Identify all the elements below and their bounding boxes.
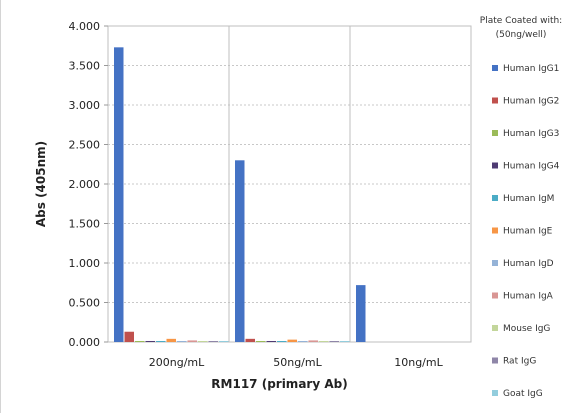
bar xyxy=(329,341,339,342)
bar xyxy=(235,160,245,342)
bar xyxy=(219,341,229,342)
y-tick-label: 0.000 xyxy=(69,336,101,349)
y-tick-label: 3.000 xyxy=(69,99,101,112)
bar xyxy=(256,341,266,342)
bar xyxy=(166,338,176,342)
bar xyxy=(124,331,134,342)
x-tick-label: 200ng/mL xyxy=(149,356,205,369)
legend-swatch xyxy=(492,357,498,364)
legend-swatch xyxy=(492,325,498,331)
legend-label: Human IgG4 xyxy=(503,162,560,172)
legend-swatch xyxy=(492,260,498,266)
bar xyxy=(114,47,124,343)
bar xyxy=(177,341,187,342)
legend-label: Human IgM xyxy=(503,194,554,204)
legend-title: (50ng/well) xyxy=(496,30,547,40)
legend-label: Human IgE xyxy=(503,227,553,237)
y-axis-title: Abs (405nm) xyxy=(34,141,48,227)
legend-label: Mouse IgG xyxy=(503,324,550,334)
bar xyxy=(277,341,287,342)
bar xyxy=(298,341,308,342)
bar xyxy=(245,338,255,342)
bar xyxy=(145,341,155,342)
y-tick-label: 3.500 xyxy=(69,60,101,73)
bar xyxy=(198,341,208,342)
bar xyxy=(156,341,166,342)
legend-label: Human IgG2 xyxy=(503,97,559,107)
legend-swatch xyxy=(492,195,498,201)
bar xyxy=(319,341,329,342)
legend-title: Plate Coated with: xyxy=(480,16,562,26)
x-tick-label: 50ng/mL xyxy=(273,356,322,369)
y-tick-label: 1.000 xyxy=(69,257,101,270)
bar xyxy=(208,341,218,342)
legend-swatch xyxy=(492,97,498,104)
legend-swatch xyxy=(492,227,498,234)
legend-label: Human IgA xyxy=(503,292,554,302)
legend-swatch xyxy=(492,130,498,136)
legend-swatch xyxy=(492,292,498,299)
bar xyxy=(308,340,318,342)
bar xyxy=(356,285,366,342)
y-tick-label: 1.500 xyxy=(69,218,101,231)
y-tick-label: 0.500 xyxy=(69,297,101,310)
legend-swatch xyxy=(492,162,498,169)
bar xyxy=(187,340,197,342)
legend-label: Human IgG3 xyxy=(503,129,559,139)
bar xyxy=(340,341,350,342)
legend-label: Goat IgG xyxy=(503,389,543,399)
legend-swatch xyxy=(492,390,498,396)
y-tick-label: 2.000 xyxy=(69,178,101,191)
y-tick-label: 2.500 xyxy=(69,139,101,152)
x-tick-label: 10ng/mL xyxy=(394,356,443,369)
bar xyxy=(135,341,145,342)
x-axis-title: RM117 (primary Ab) xyxy=(211,377,347,391)
legend-label: Human IgG1 xyxy=(503,64,559,74)
legend-swatch xyxy=(492,65,498,71)
y-tick-label: 4.000 xyxy=(69,20,101,33)
bar xyxy=(287,339,297,342)
legend-label: Human IgD xyxy=(503,259,554,269)
legend-label: Rat IgG xyxy=(503,357,536,367)
bar xyxy=(266,341,276,342)
